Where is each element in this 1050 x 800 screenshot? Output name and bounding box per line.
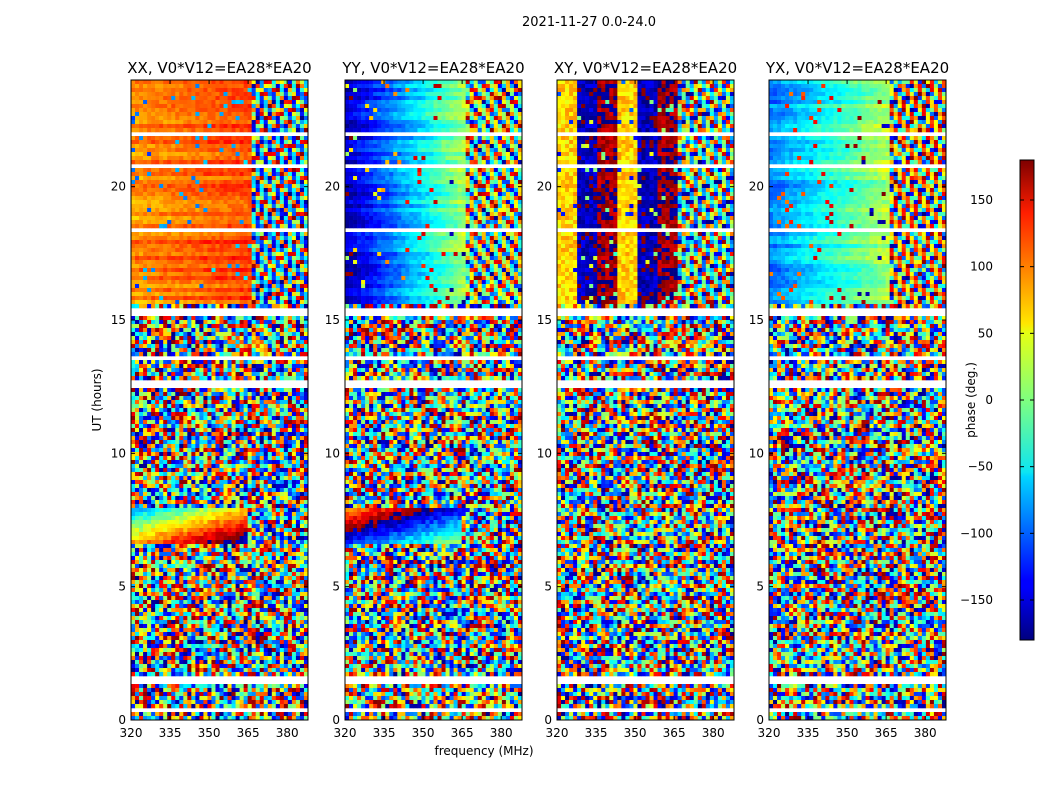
- y-axis-label: UT (hours): [90, 368, 104, 431]
- y-tick-label: 5: [756, 580, 764, 594]
- panel-xy-frame: [556, 79, 735, 721]
- panel-xx: XX, V0*V12=EA28*EA20 320 335 350 365 380 0 5 10 1…: [111, 59, 312, 740]
- y-tick-label: 10: [749, 446, 764, 460]
- y-tick-label: 20: [111, 180, 126, 194]
- y-tick-label: 10: [537, 446, 552, 460]
- x-tick-label: 380: [914, 726, 937, 740]
- y-tick-label: 20: [325, 180, 340, 194]
- x-tick-label: 320: [120, 726, 143, 740]
- colorbar-tick-label: 50: [978, 326, 993, 340]
- panel-yx-frame: [768, 79, 947, 721]
- x-tick-label: 320: [758, 726, 781, 740]
- colorbar-tick-label: 0: [985, 393, 993, 407]
- x-axis-label: frequency (MHz): [434, 744, 533, 758]
- panel-yx: YX, V0*V12=EA28*EA20 320 335 350 365 380 0 5 10 1…: [749, 59, 949, 740]
- y-tick-label: 0: [756, 713, 764, 727]
- panel-xy-image: [557, 80, 734, 720]
- colorbar-tick-label: −150: [960, 593, 993, 607]
- x-tick-label: 365: [663, 726, 686, 740]
- x-tick-label: 380: [276, 726, 299, 740]
- colorbar: −150 −100 −50 0 50 100 150 phase (deg.): [960, 159, 1035, 641]
- x-tick-label: 365: [237, 726, 260, 740]
- panel-xx-frame: [130, 79, 309, 721]
- x-tick-label: 365: [451, 726, 474, 740]
- x-tick-label: 335: [373, 726, 396, 740]
- panel-yx-title: YX, V0*V12=EA28*EA20: [765, 59, 949, 77]
- y-tick-label: 10: [111, 446, 126, 460]
- x-tick-label: 335: [585, 726, 608, 740]
- colorbar-label: phase (deg.): [964, 362, 978, 438]
- x-tick-label: 350: [198, 726, 221, 740]
- y-tick-label: 20: [537, 180, 552, 194]
- panel-yy-frame: [344, 79, 523, 721]
- panels: XX, V0*V12=EA28*EA20 320 335 350 365 380 0 5 10 1…: [111, 59, 949, 740]
- panel-yy-image: [345, 80, 522, 720]
- colorbar-tick-label: 150: [970, 193, 993, 207]
- y-tick-label: 5: [544, 580, 552, 594]
- panel-xx-title: XX, V0*V12=EA28*EA20: [127, 59, 311, 77]
- x-tick-label: 320: [334, 726, 357, 740]
- x-tick-label: 320: [546, 726, 569, 740]
- colorbar-tick-label: −50: [968, 460, 993, 474]
- figure-suptitle: 2021-11-27 0.0-24.0: [522, 15, 656, 30]
- panel-xy: XY, V0*V12=EA28*EA20 320 335 350 365 380 0 5 10 1…: [537, 59, 737, 740]
- panel-xy-title: XY, V0*V12=EA28*EA20: [554, 59, 737, 77]
- y-tick-label: 5: [118, 580, 126, 594]
- y-tick-label: 0: [332, 713, 340, 727]
- x-tick-label: 350: [624, 726, 647, 740]
- colorbar-tick-label: −100: [960, 526, 993, 540]
- y-tick-label: 15: [749, 313, 764, 327]
- panel-yy: YY, V0*V12=EA28*EA20 320 335 350 365 380 0 5 10 1…: [325, 59, 525, 740]
- y-tick-label: 15: [537, 313, 552, 327]
- y-tick-label: 0: [544, 713, 552, 727]
- y-tick-label: 10: [325, 446, 340, 460]
- x-tick-label: 380: [490, 726, 513, 740]
- x-tick-label: 365: [875, 726, 898, 740]
- x-tick-label: 335: [159, 726, 182, 740]
- y-tick-label: 5: [332, 580, 340, 594]
- colorbar-ticks: −150 −100 −50 0 50 100 150: [960, 193, 1034, 607]
- y-tick-label: 20: [749, 180, 764, 194]
- colorbar-tick-label: 100: [970, 260, 993, 274]
- x-tick-label: 350: [412, 726, 435, 740]
- x-tick-label: 350: [836, 726, 859, 740]
- y-tick-label: 15: [111, 313, 126, 327]
- panel-yx-image: [769, 80, 946, 720]
- x-tick-label: 380: [702, 726, 725, 740]
- y-tick-label: 0: [118, 713, 126, 727]
- panel-yy-title: YY, V0*V12=EA28*EA20: [341, 59, 524, 77]
- y-tick-label: 15: [325, 313, 340, 327]
- panel-xx-image: [131, 80, 308, 720]
- x-tick-label: 335: [797, 726, 820, 740]
